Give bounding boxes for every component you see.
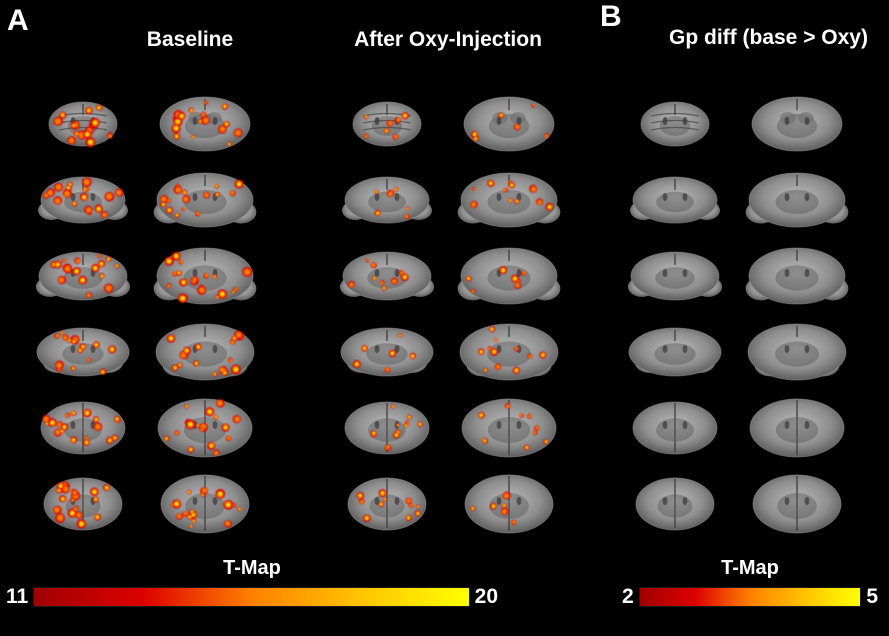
colorbar-right-gradient bbox=[638, 587, 862, 607]
colorbar-right-title: T-Map bbox=[721, 557, 779, 579]
brain-slice-after_oxy-r4c1 bbox=[330, 314, 444, 388]
colorbar-left-gradient bbox=[33, 587, 470, 607]
brain-slice-gp_diff-r5c1 bbox=[618, 390, 732, 464]
brain-grid-baseline bbox=[26, 86, 262, 540]
colorbar-right-min: 2 bbox=[622, 585, 634, 608]
brain-slice-after_oxy-r3c1 bbox=[330, 238, 444, 312]
brain-slice-gp_diff-r4c2 bbox=[740, 314, 854, 388]
brain-slice-gp_diff-r3c1 bbox=[618, 238, 732, 312]
brain-slice-baseline-r1c1 bbox=[26, 86, 140, 160]
colorbar-right: T-Map 2 5 bbox=[622, 556, 878, 608]
column-title-gp-diff: Gp diff (base > Oxy) bbox=[669, 26, 868, 49]
brain-slice-gp_diff-r5c2 bbox=[740, 390, 854, 464]
brain-slice-baseline-r6c1 bbox=[26, 466, 140, 540]
column-title-baseline: Baseline bbox=[146, 28, 234, 51]
colorbar-left-max: 20 bbox=[474, 585, 498, 608]
brain-slice-baseline-r4c2 bbox=[148, 314, 262, 388]
brain-slice-gp_diff-r3c2 bbox=[740, 238, 854, 312]
brain-slice-gp_diff-r6c1 bbox=[618, 466, 732, 540]
brain-slice-baseline-r4c1 bbox=[26, 314, 140, 388]
panel-a-label: A bbox=[7, 4, 29, 37]
panel-b-label: B bbox=[600, 0, 622, 33]
brain-slice-baseline-r2c2 bbox=[148, 162, 262, 236]
brain-slice-after_oxy-r1c1 bbox=[330, 86, 444, 160]
brain-slice-after_oxy-r2c2 bbox=[452, 162, 566, 236]
brain-slice-gp_diff-r4c1 bbox=[618, 314, 732, 388]
brain-slice-baseline-r3c2 bbox=[148, 238, 262, 312]
brain-slice-baseline-r3c1 bbox=[26, 238, 140, 312]
brain-slice-after_oxy-r4c2 bbox=[452, 314, 566, 388]
brain-slice-after_oxy-r6c2 bbox=[452, 466, 566, 540]
colorbar-left-min: 11 bbox=[6, 585, 29, 608]
colorbar-left-title: T-Map bbox=[223, 557, 281, 579]
brain-slice-after_oxy-r3c2 bbox=[452, 238, 566, 312]
brain-slice-after_oxy-r5c1 bbox=[330, 390, 444, 464]
brain-grid-gp-diff bbox=[618, 86, 854, 540]
brain-slice-gp_diff-r1c1 bbox=[618, 86, 732, 160]
brain-slice-baseline-r2c1 bbox=[26, 162, 140, 236]
brain-slice-gp_diff-r6c2 bbox=[740, 466, 854, 540]
brain-slice-after_oxy-r2c1 bbox=[330, 162, 444, 236]
colorbar-left: T-Map 11 20 bbox=[6, 556, 498, 608]
brain-slice-after_oxy-r1c2 bbox=[452, 86, 566, 160]
colorbar-right-max: 5 bbox=[866, 585, 878, 608]
brain-slice-gp_diff-r2c1 bbox=[618, 162, 732, 236]
brain-grid-after-oxy bbox=[330, 86, 566, 540]
brain-slice-baseline-r6c2 bbox=[148, 466, 262, 540]
brain-slice-gp_diff-r1c2 bbox=[740, 86, 854, 160]
brain-slice-baseline-r1c2 bbox=[148, 86, 262, 160]
brain-slice-gp_diff-r2c2 bbox=[740, 162, 854, 236]
brain-slice-baseline-r5c1 bbox=[26, 390, 140, 464]
column-title-after-oxy-injection: After Oxy-Injection bbox=[354, 28, 542, 51]
brain-slice-after_oxy-r6c1 bbox=[330, 466, 444, 540]
brain-slice-baseline-r5c2 bbox=[148, 390, 262, 464]
brain-slice-after_oxy-r5c2 bbox=[452, 390, 566, 464]
